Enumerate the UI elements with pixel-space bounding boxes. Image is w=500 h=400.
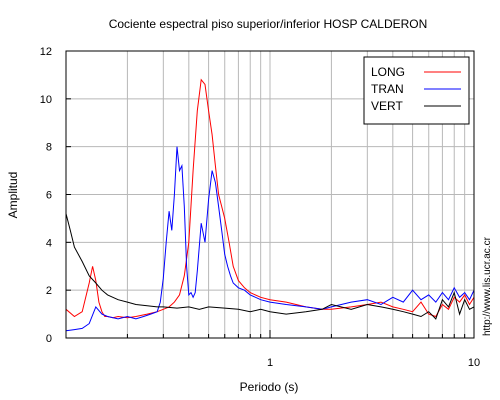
y-tick-label: 12 — [40, 46, 52, 58]
legend-label-tran: TRAN — [371, 82, 404, 96]
y-tick-label: 6 — [46, 190, 52, 202]
legend: LONG TRAN VERT — [363, 56, 470, 125]
legend-box — [363, 56, 470, 125]
y-tick-label: 2 — [46, 285, 52, 297]
x-tick-label: 10 — [468, 357, 480, 369]
x-axis-ticks: 1 10 — [126, 330, 480, 369]
source-url: http://www.lis.ucr.ac.cr — [482, 236, 493, 336]
y-tick-label: 10 — [40, 94, 52, 106]
x-tick-label: 1 — [267, 357, 273, 369]
legend-label-long: LONG — [371, 65, 405, 79]
series-layer — [66, 78, 474, 332]
y-tick-label: 0 — [46, 333, 52, 345]
legend-label-vert: VERT — [371, 99, 403, 113]
y-axis-ticks: 0 2 4 6 8 10 12 — [40, 46, 71, 345]
x-axis-label: Periodo (s) — [240, 380, 299, 394]
y-tick-label: 8 — [46, 142, 52, 154]
series-line-tran — [66, 146, 474, 332]
series-line-vert — [66, 213, 474, 320]
y-tick-label: 4 — [46, 237, 52, 249]
chart-title: Cociente espectral piso superior/inferio… — [109, 17, 428, 31]
y-axis-label: Amplitud — [6, 172, 20, 219]
